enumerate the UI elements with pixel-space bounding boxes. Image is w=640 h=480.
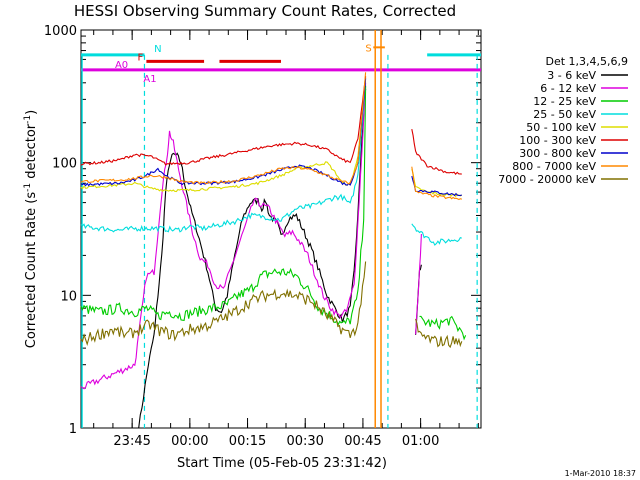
x-tick-label: 00:15 — [229, 434, 266, 449]
series-line — [80, 78, 367, 187]
y-tick-labels: 1 10 100 1000 — [44, 24, 77, 437]
series-line-after-saa — [411, 223, 462, 246]
legend-label: 7000 - 20000 keV — [498, 173, 596, 186]
legend-label: 12 - 25 keV — [533, 95, 596, 108]
series-line — [80, 85, 367, 326]
x-tick-label: 01:00 — [402, 434, 439, 449]
y-tick-label: 100 — [52, 157, 77, 172]
series-line — [80, 72, 367, 185]
series-line-after-saa — [415, 318, 463, 349]
y-tick-label: 1 — [69, 422, 77, 437]
x-tick-label: 00:00 — [171, 434, 208, 449]
series-line — [80, 75, 367, 166]
x-tick-labels: 23:45 00:00 00:15 00:30 00:45 01:00 — [113, 434, 439, 449]
plot-frame — [80, 29, 482, 429]
legend-label: 3 - 6 keV — [547, 69, 596, 82]
y-axis-label: Corrected Count Rate (s-1 detector-1) — [23, 110, 39, 348]
legend-label: 100 - 300 keV — [519, 134, 596, 147]
vertical-markers — [81, 30, 478, 428]
legend-label: 800 - 7000 keV — [512, 160, 596, 173]
series-line-after-saa — [415, 233, 422, 335]
x-tick-label: 00:45 — [344, 434, 381, 449]
attenuator-label: A0 — [115, 60, 128, 71]
legend-label: 50 - 100 keV — [526, 121, 596, 134]
legend-label: 6 - 12 keV — [540, 82, 596, 95]
saa-label: S — [365, 43, 371, 54]
series-line-after-saa — [411, 175, 462, 197]
chart-title: HESSI Observing Summary Count Rates, Cor… — [74, 2, 456, 20]
plot-area: NF S A0 A1 — [80, 29, 482, 429]
flare-label: F — [138, 52, 144, 63]
series-line — [80, 77, 367, 233]
status-bars: NF S A0 A1 — [81, 43, 481, 85]
series-line-after-saa — [411, 128, 462, 175]
series-line — [138, 88, 367, 429]
series-line — [80, 261, 367, 346]
series-lines — [80, 72, 467, 429]
series-line-after-saa — [419, 315, 467, 341]
attenuator-label: A1 — [143, 74, 156, 85]
y-tick-label: 1000 — [44, 24, 77, 39]
x-tick-label: 23:45 — [113, 434, 150, 449]
footer-timestamp: 1-Mar-2010 18:37 — [565, 469, 636, 478]
legend-label: 25 - 50 keV — [533, 108, 596, 121]
legend-label: 300 - 800 keV — [519, 147, 596, 160]
series-line — [80, 82, 367, 390]
y-tick-label: 10 — [60, 289, 77, 304]
legend-title: Det 1,3,4,5,6,9 — [545, 55, 628, 68]
x-tick-label: 00:30 — [286, 434, 323, 449]
series-line-after-saa — [411, 166, 462, 201]
series-line — [80, 77, 367, 193]
x-axis-label: Start Time (05-Feb-05 23:31:42) — [177, 456, 387, 471]
night-label: N — [154, 44, 161, 55]
